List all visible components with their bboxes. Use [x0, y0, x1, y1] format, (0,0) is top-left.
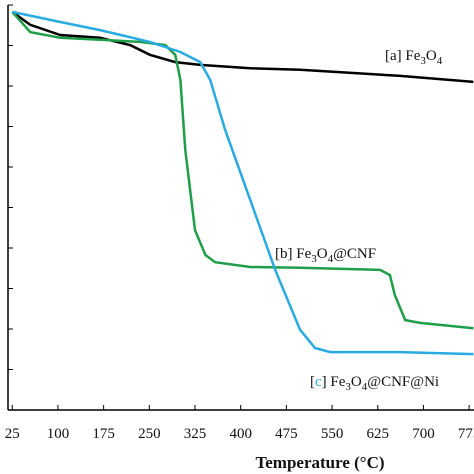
series-label: [a] Fe3O4: [385, 48, 443, 67]
x-tick-label: 100: [47, 426, 70, 442]
data-line: [11, 11, 474, 330]
x-tick-label: 175: [92, 426, 115, 442]
x-tick-label: 625: [367, 426, 390, 442]
data-line: [12, 10, 474, 356]
x-tick-label: 250: [138, 426, 161, 442]
x-tick-label: 775: [458, 426, 474, 442]
x-tick-label: 475: [275, 426, 298, 442]
x-tick-label: 550: [321, 426, 344, 442]
x-axis-title: Temperature (°C): [255, 453, 384, 472]
series-label: [c] Fe3O4@CNF@Ni: [310, 374, 439, 393]
data-line: [11, 10, 474, 84]
series-label: [b] Fe3O4@CNF: [275, 246, 376, 265]
x-tick-label: 25: [5, 426, 20, 442]
x-tick-label: 400: [229, 426, 252, 442]
x-tick-label: 325: [184, 426, 207, 442]
x-tick-label: 700: [412, 426, 435, 442]
